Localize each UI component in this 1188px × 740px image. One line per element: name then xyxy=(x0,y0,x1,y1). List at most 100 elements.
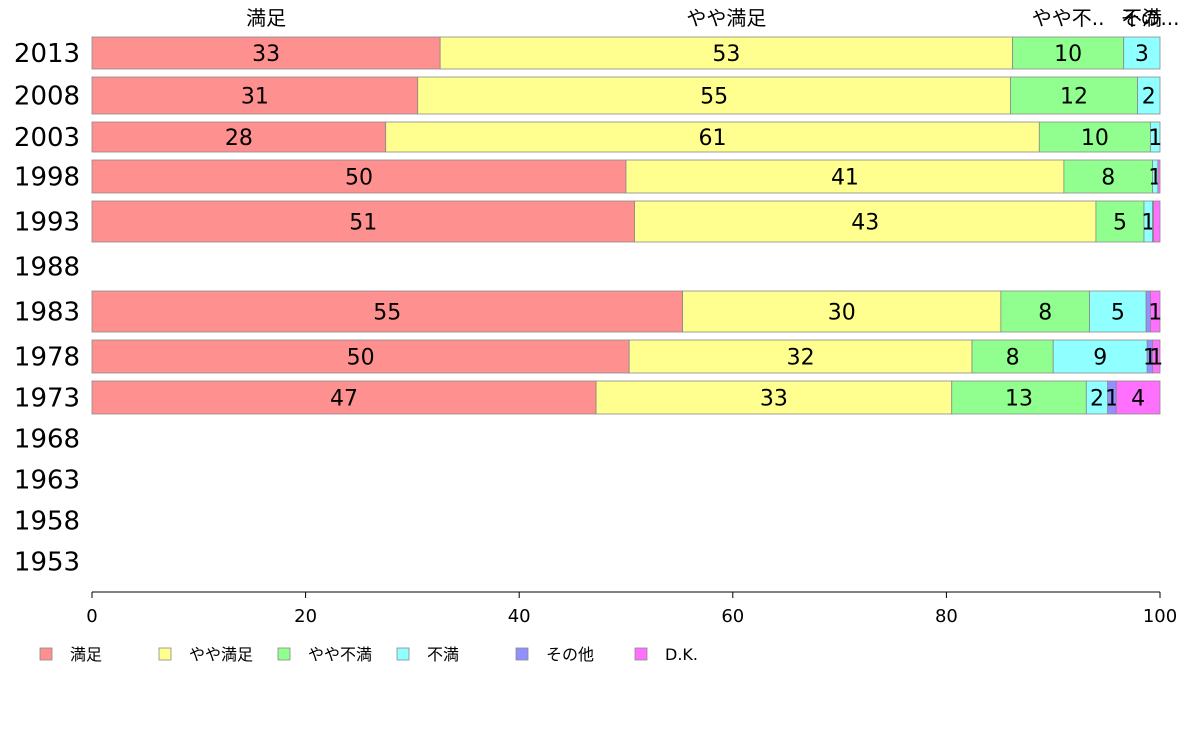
x-tick-label: 80 xyxy=(935,606,958,627)
bar-segment xyxy=(417,76,1011,115)
data-label: 1 xyxy=(1141,211,1155,236)
bar-segment xyxy=(625,159,1065,194)
data-label: 12 xyxy=(1060,85,1088,110)
bar-segment xyxy=(1010,76,1138,115)
x-tick-label: 20 xyxy=(294,606,317,627)
x-tick-label: 40 xyxy=(508,606,531,627)
data-label: 1 xyxy=(1148,126,1162,151)
bar-segment xyxy=(1149,121,1161,153)
bar-segment xyxy=(91,76,419,115)
bar-segment xyxy=(1000,290,1090,333)
year-label: 1958 xyxy=(14,507,80,537)
x-tick-label: 0 xyxy=(86,606,97,627)
column-header: その... xyxy=(1120,6,1179,30)
data-label: 41 xyxy=(831,166,859,191)
column-header: やや満足 xyxy=(686,6,766,30)
year-label: 1963 xyxy=(14,466,80,496)
bar-segment xyxy=(1115,380,1161,415)
year-label: 1983 xyxy=(14,298,80,328)
legend-swatch xyxy=(158,647,172,661)
year-label: 2008 xyxy=(14,82,80,112)
data-label: 10 xyxy=(1054,42,1082,67)
bar-segment xyxy=(1157,159,1161,194)
year-label: 2003 xyxy=(14,123,80,153)
bar-segment xyxy=(91,159,627,194)
data-label: 13 xyxy=(1005,387,1033,412)
data-label: 30 xyxy=(828,301,856,326)
column-header: 不満 xyxy=(1122,6,1162,30)
bar-segment xyxy=(1089,290,1147,333)
x-axis: 0 20 40 60 80 100 xyxy=(86,591,1177,627)
data-label: 2 xyxy=(1090,387,1104,412)
data-label: 10 xyxy=(1081,126,1109,151)
bar-segment xyxy=(91,290,684,333)
bar-segment xyxy=(1095,200,1145,243)
bar-segment xyxy=(91,121,387,153)
year-label: 1973 xyxy=(14,384,80,414)
bar-segment xyxy=(634,200,1097,243)
bar-segment xyxy=(682,290,1002,333)
year-label: 1993 xyxy=(14,208,80,238)
legend: 満足 やや満足 やや不満 不満 その他 D.K. xyxy=(39,645,698,664)
year-label: 1998 xyxy=(14,163,80,193)
column-header: 満足 xyxy=(246,6,286,30)
bar-segment xyxy=(1123,36,1161,70)
bar-segment xyxy=(1063,159,1153,194)
data-label: 33 xyxy=(252,42,280,67)
legend-swatch xyxy=(515,647,529,661)
legend-label: D.K. xyxy=(665,645,698,664)
column-headers: 満足 やや満足 やや不.. 不満その... xyxy=(246,6,1179,30)
data-label: 47 xyxy=(330,387,358,412)
year-label: 2013 xyxy=(14,39,80,69)
bar-segment xyxy=(971,339,1054,374)
year-label: 1968 xyxy=(14,425,80,455)
year-label: 1988 xyxy=(14,253,80,283)
data-label: 2 xyxy=(1142,85,1156,110)
bar-segment xyxy=(628,339,973,374)
data-label: 43 xyxy=(851,211,879,236)
data-label: 53 xyxy=(712,42,740,67)
bar-segment xyxy=(1038,121,1151,153)
legend-swatch xyxy=(39,647,53,661)
year-label: 1953 xyxy=(14,548,80,578)
data-label: 8 xyxy=(1006,346,1020,371)
bar-segment xyxy=(1153,200,1161,243)
bar-segment xyxy=(91,200,635,243)
year-label: 1978 xyxy=(14,343,80,373)
data-label: 8 xyxy=(1101,166,1115,191)
bar-segment xyxy=(439,36,1014,70)
legend-label: やや満足 xyxy=(189,645,253,664)
legend-swatch xyxy=(277,647,291,661)
data-label: 3 xyxy=(1135,42,1149,67)
legend-label: その他 xyxy=(546,645,594,664)
bar-segment xyxy=(1137,76,1161,115)
year-labels: 2013 2008 2003 1998 1993 1988 1983 1978 1973 1968… xyxy=(14,39,80,578)
legend-swatch xyxy=(396,647,410,661)
data-label: 8 xyxy=(1038,301,1052,326)
bar-segment xyxy=(385,121,1040,153)
data-label: 32 xyxy=(787,346,815,371)
data-label: 61 xyxy=(699,126,727,151)
data-label: 31 xyxy=(241,85,269,110)
data-label: 5 xyxy=(1111,301,1125,326)
data-label: 1 xyxy=(1148,301,1162,326)
data-label: 5 xyxy=(1113,211,1127,236)
bar-segment xyxy=(595,380,953,415)
data-label: 1 xyxy=(1105,387,1119,412)
bars: 33 53 10 331 55 12 228 61 10 150 41 8 151 43 5 155 30 8 5 1… xyxy=(91,36,1163,415)
legend-label: やや不満 xyxy=(308,645,372,664)
data-label: 9 xyxy=(1093,346,1107,371)
data-label: 1 xyxy=(1149,346,1163,371)
bar-segment xyxy=(1149,290,1161,333)
bar-segment xyxy=(1012,36,1125,70)
data-label: 50 xyxy=(347,346,375,371)
data-label: 55 xyxy=(700,85,728,110)
bar-segment xyxy=(1152,339,1161,374)
x-tick-label: 60 xyxy=(721,606,744,627)
data-label: 51 xyxy=(349,211,377,236)
data-label: 33 xyxy=(760,387,788,412)
data-label: 50 xyxy=(345,166,373,191)
bar-segment xyxy=(91,36,441,70)
